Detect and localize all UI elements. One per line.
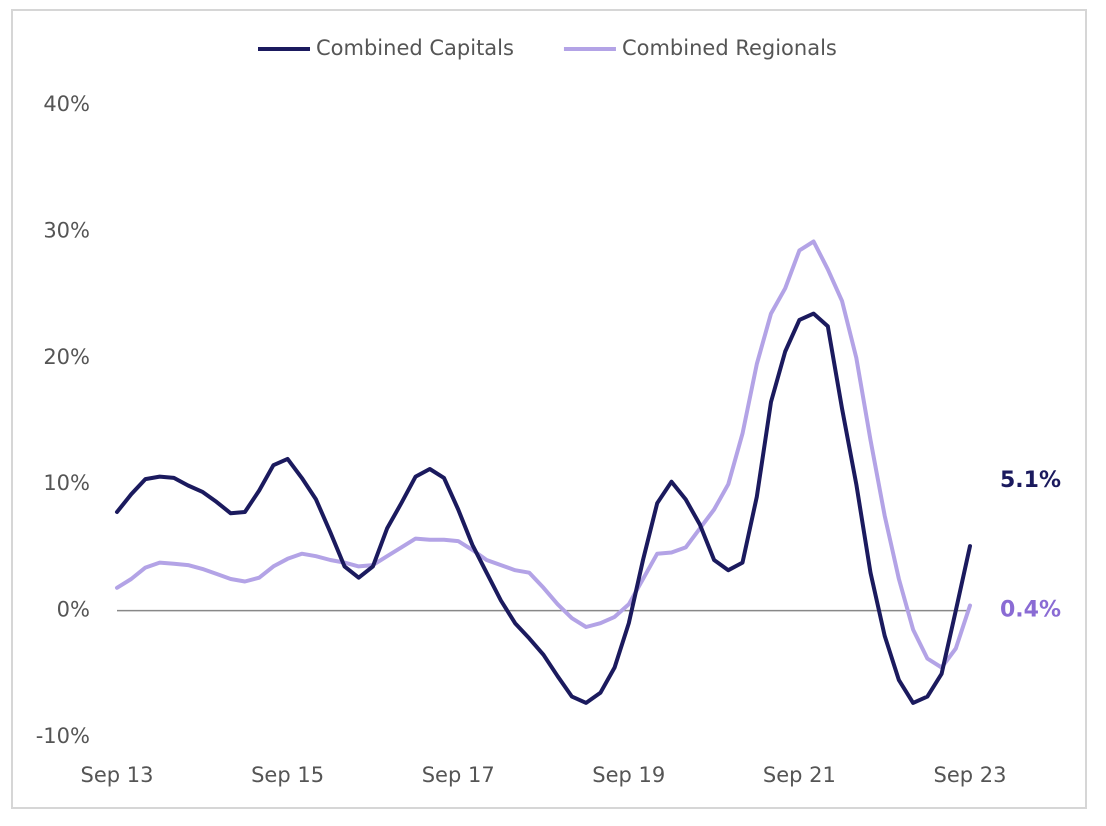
x-tick-label: Sep 17 [422, 763, 495, 787]
y-tick-label: 20% [43, 345, 90, 369]
chart-frame [11, 9, 1087, 809]
end-label: 0.4% [1000, 598, 1061, 623]
x-tick-label: Sep 13 [81, 763, 154, 787]
legend-label: Combined Regionals [622, 36, 837, 60]
x-tick-label: Sep 21 [763, 763, 836, 787]
y-tick-label: 30% [43, 218, 90, 242]
series-line [115, 311, 972, 705]
y-tick-label: -10% [36, 724, 90, 748]
y-tick-label: 0% [57, 598, 90, 622]
legend-label: Combined Capitals [316, 36, 514, 60]
x-tick-label: Sep 19 [592, 763, 665, 787]
y-tick-label: 10% [43, 471, 90, 495]
x-tick-label: Sep 15 [251, 763, 324, 787]
x-tick-label: Sep 23 [934, 763, 1007, 787]
series-line [115, 239, 972, 670]
end-label: 5.1% [1000, 468, 1061, 493]
y-tick-label: 40% [43, 92, 90, 116]
